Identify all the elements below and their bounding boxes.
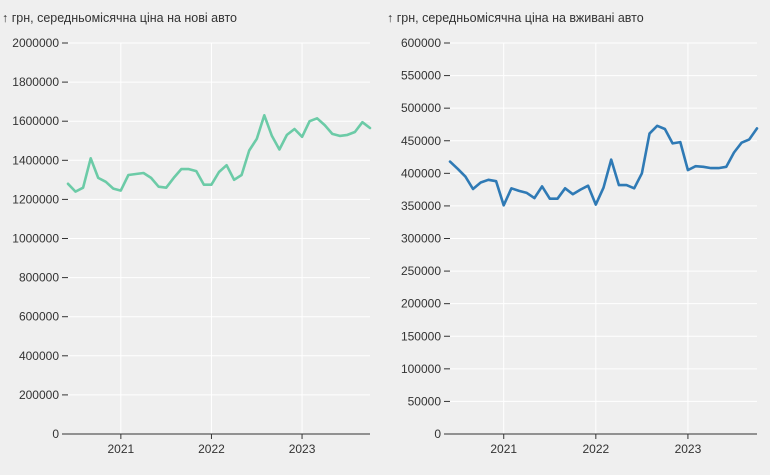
y-tick-label: 250000 bbox=[401, 264, 441, 278]
y-tick-label: 450000 bbox=[401, 134, 441, 148]
y-tick-label: 0 bbox=[52, 427, 59, 441]
y-tick-label: 400000 bbox=[401, 166, 441, 180]
y-tick-label: 500000 bbox=[401, 101, 441, 115]
y-tick-label: 300000 bbox=[401, 232, 441, 246]
y-tick-label: 2000000 bbox=[12, 36, 59, 50]
y-tick-label: 1000000 bbox=[12, 232, 59, 246]
x-tick-label: 2023 bbox=[675, 442, 702, 456]
chart-used-cars: ↑ грн, середньомісячна ціна на вживані а… bbox=[387, 11, 759, 456]
y-tick-label: 1800000 bbox=[12, 75, 59, 89]
y-tick-label: 800000 bbox=[19, 271, 59, 285]
y-tick-label: 600000 bbox=[19, 310, 59, 324]
y-tick-label: 200000 bbox=[19, 388, 59, 402]
y-tick-label: 350000 bbox=[401, 199, 441, 213]
y-tick-label: 150000 bbox=[401, 329, 441, 343]
y-tick-label: 1400000 bbox=[12, 153, 59, 167]
y-tick-label: 1200000 bbox=[12, 192, 59, 206]
y-tick-label: 50000 bbox=[408, 394, 442, 408]
y-tick-label: 400000 bbox=[19, 349, 59, 363]
y-tick-label: 1600000 bbox=[12, 114, 59, 128]
chart-new-cars: ↑ грн, середньомісячна ціна на нові авто… bbox=[2, 11, 372, 456]
chart-title: ↑ грн, середньомісячна ціна на вживані а… bbox=[387, 11, 644, 25]
series-line bbox=[448, 124, 759, 207]
x-tick-label: 2022 bbox=[582, 442, 609, 456]
x-tick-label: 2022 bbox=[198, 442, 225, 456]
y-tick-label: 200000 bbox=[401, 297, 441, 311]
chart-title: ↑ грн, середньомісячна ціна на нові авто bbox=[2, 11, 237, 25]
y-tick-label: 100000 bbox=[401, 362, 441, 376]
x-tick-label: 2023 bbox=[289, 442, 316, 456]
y-tick-label: 0 bbox=[434, 427, 441, 441]
y-tick-label: 550000 bbox=[401, 69, 441, 83]
x-tick-label: 2021 bbox=[107, 442, 134, 456]
x-tick-label: 2021 bbox=[490, 442, 517, 456]
series-line bbox=[66, 114, 372, 193]
y-tick-label: 600000 bbox=[401, 36, 441, 50]
